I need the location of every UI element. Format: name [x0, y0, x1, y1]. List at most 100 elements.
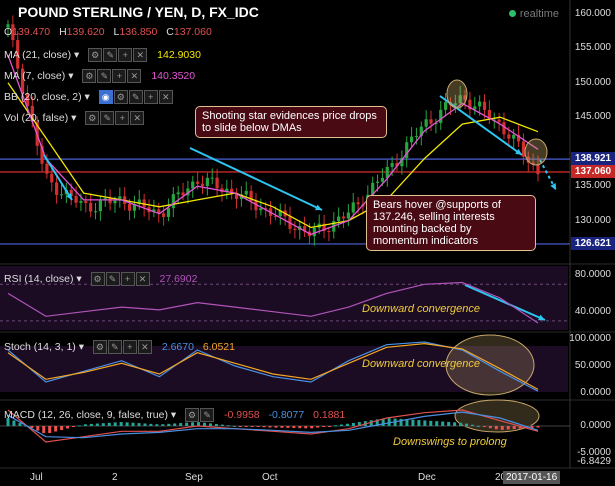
macd-hist-bar [417, 420, 421, 426]
macd-hist-bar [72, 426, 76, 427]
macd-hist-bar [411, 419, 415, 426]
add-icon[interactable]: + [115, 111, 130, 125]
candle-body [453, 103, 457, 106]
add-icon[interactable]: + [122, 340, 137, 354]
rsi-line [7, 281, 539, 324]
macd-line [7, 409, 539, 443]
settings-icon[interactable]: ⚙ [92, 340, 107, 354]
gear-icon[interactable]: ✎ [105, 272, 120, 286]
indicator-bb[interactable]: BB (20, close, 2) ▾ ◉ ⚙ ✎ + ✕ [4, 90, 174, 104]
macd-hist-bar [470, 424, 474, 426]
candle-body [55, 182, 59, 195]
settings-icon[interactable]: ⚙ [85, 111, 100, 125]
indicator-ma7[interactable]: MA (7, close) ▾ ⚙ ✎ + ✕ 140.3520 [4, 69, 196, 83]
indicator-macd[interactable]: MACD (12, 26, close, 9, false, true) ▾ ⚙… [4, 408, 346, 422]
macd-hist-bar [137, 423, 141, 426]
macd-hist-bar [18, 423, 22, 426]
stoch-d-line [7, 342, 539, 390]
settings-icon[interactable]: ⚙ [113, 90, 128, 104]
price-tick-label: 150.000 [574, 76, 611, 88]
gear-icon[interactable]: ✎ [103, 48, 118, 62]
macd-hist-bar [155, 424, 159, 426]
indicator-ma21[interactable]: MA (21, close) ▾ ⚙ ✎ + ✕ 142.9030 [4, 48, 201, 62]
close-icon[interactable]: ✕ [133, 48, 148, 62]
macd-hist-bar [179, 423, 183, 426]
add-icon[interactable]: + [143, 90, 158, 104]
candle-body [385, 166, 389, 178]
ohlc-open: 139.470 [12, 26, 51, 38]
candle-body [434, 122, 438, 124]
candle-body [458, 95, 462, 104]
macd-hist-bar [119, 422, 123, 426]
candle-body [497, 119, 501, 123]
macd-hist-bar [399, 418, 403, 426]
macd-hist-bar [197, 422, 201, 426]
settings-icon[interactable]: ⚙ [82, 69, 97, 83]
settings-icon[interactable]: ⚙ [88, 48, 103, 62]
add-icon[interactable]: + [120, 272, 135, 286]
macd-hist-bar [322, 426, 326, 427]
indicator-stoch[interactable]: Stoch (14, 3, 1) ▾ ⚙ ✎ + ✕ 2.6670 6.0521 [4, 340, 235, 354]
candle-body [196, 181, 200, 184]
time-tick-label: Dec [418, 472, 436, 483]
candle-body [492, 119, 496, 121]
macd-hist-bar [286, 426, 290, 428]
candle-body [356, 202, 360, 205]
candle-body [278, 210, 282, 217]
macd-hist-bar [494, 426, 498, 430]
price-level-badge: 126.621 [571, 236, 615, 250]
stoch-tick-label: 100.0000 [569, 333, 611, 345]
candle-body [200, 183, 205, 187]
settings-icon[interactable]: ⚙ [185, 408, 200, 422]
macd-hist-bar [250, 426, 254, 427]
add-icon[interactable]: + [112, 69, 127, 83]
gear-icon[interactable]: ✎ [128, 90, 143, 104]
candle-body [108, 198, 112, 204]
indicator-rsi[interactable]: RSI (14, close) ▾ ⚙ ✎ + ✕ 27.6902 [4, 272, 198, 286]
close-icon[interactable]: ✕ [130, 111, 145, 125]
rsi-tick-label: 80.0000 [574, 269, 611, 281]
candle-body [93, 211, 98, 213]
candle-body [531, 162, 535, 165]
candle-body [205, 177, 209, 187]
add-icon[interactable]: + [118, 48, 133, 62]
gear-icon[interactable]: ✎ [107, 340, 122, 354]
macd-hist-bar [48, 426, 52, 434]
close-icon[interactable]: ✕ [158, 90, 173, 104]
macd-hist-bar [304, 426, 308, 429]
candle-body [181, 192, 185, 196]
macd-signal-line [7, 411, 539, 439]
vol-label: Vol (20, false) [4, 111, 69, 124]
macd-hist-bar [381, 418, 385, 426]
gear-icon[interactable]: ✎ [100, 111, 115, 125]
eye-icon[interactable]: ◉ [98, 90, 113, 104]
close-icon[interactable]: ✕ [127, 69, 142, 83]
macd-tick-label: -6.8429 [577, 456, 611, 468]
candle-body [482, 101, 487, 110]
candle-body [186, 188, 190, 196]
candle-body [502, 122, 506, 135]
close-icon[interactable]: ✕ [135, 272, 150, 286]
close-icon[interactable]: ✕ [137, 340, 152, 354]
projection-arrow-head [550, 183, 556, 190]
candle-body [516, 134, 521, 142]
ma7-line [7, 54, 539, 236]
price-tick-label: 155.000 [574, 42, 611, 54]
macd-hist-bar [423, 420, 427, 426]
macd-hist-bar [500, 426, 504, 430]
macd-hist-bar [375, 419, 379, 426]
candle-body [20, 68, 25, 94]
macd-hist-bar [95, 423, 99, 426]
candle-body [327, 231, 331, 233]
indicator-vol[interactable]: Vol (20, false) ▾ ⚙ ✎ + ✕ [4, 111, 145, 125]
macd-hist-bar [161, 424, 165, 426]
stoch-d-value: 6.0521 [202, 340, 235, 353]
macd-hist-bar [238, 426, 242, 427]
candle-body [244, 190, 248, 195]
macd-hist-bar [339, 424, 343, 426]
gear-icon[interactable]: ✎ [200, 408, 215, 422]
gear-icon[interactable]: ✎ [97, 69, 112, 83]
candle-body [473, 106, 477, 110]
settings-icon[interactable]: ⚙ [90, 272, 105, 286]
